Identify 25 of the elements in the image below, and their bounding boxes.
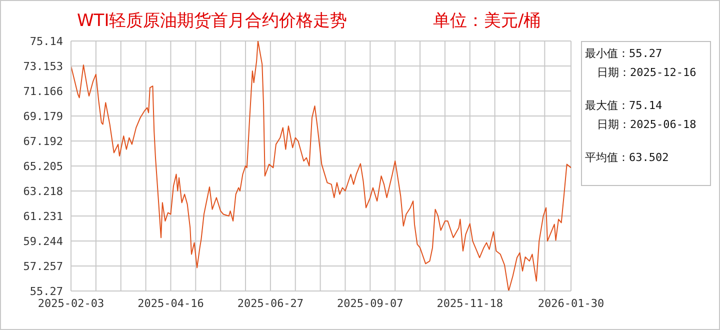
y-tick-label: 75.14	[30, 34, 64, 48]
y-tick-label: 65.205	[23, 160, 63, 173]
chart-subtitle: 单位：美元/桶	[433, 10, 541, 32]
y-tick-label: 73.153	[23, 60, 63, 73]
x-tick-label: 2025-09-07	[337, 296, 404, 310]
x-tick-label: 2025-06-27	[237, 296, 304, 310]
y-tick-label: 61.231	[23, 210, 63, 223]
text: 最大值：75.14	[585, 98, 664, 113]
text: 平均值：63.502	[585, 150, 670, 165]
y-tick-label: 69.179	[23, 110, 63, 123]
text: 日期：2025-12-16	[596, 65, 698, 80]
x-tick-label: 2025-11-18	[436, 296, 504, 310]
x-tick-label: 2025-04-16	[138, 296, 204, 310]
x-tick-label: 2025-02-03	[38, 296, 104, 310]
y-tick-label: 63.218	[23, 184, 63, 198]
line-series	[71, 41, 571, 291]
chart-title: WTI轻质原油期货首月合约价格走势	[77, 10, 348, 32]
y-tick-label: 57.257	[23, 260, 63, 273]
y-tick-label: 71.166	[23, 84, 63, 98]
y-tick-label: 67.192	[23, 134, 63, 148]
text: 最小值：55.27	[585, 46, 664, 61]
y-tick-label: 55.27	[30, 284, 63, 298]
x-tick-label: 2026-01-30	[538, 296, 604, 310]
text: 日期：2025-06-18	[596, 117, 698, 132]
y-tick-label: 59.244	[23, 234, 64, 248]
